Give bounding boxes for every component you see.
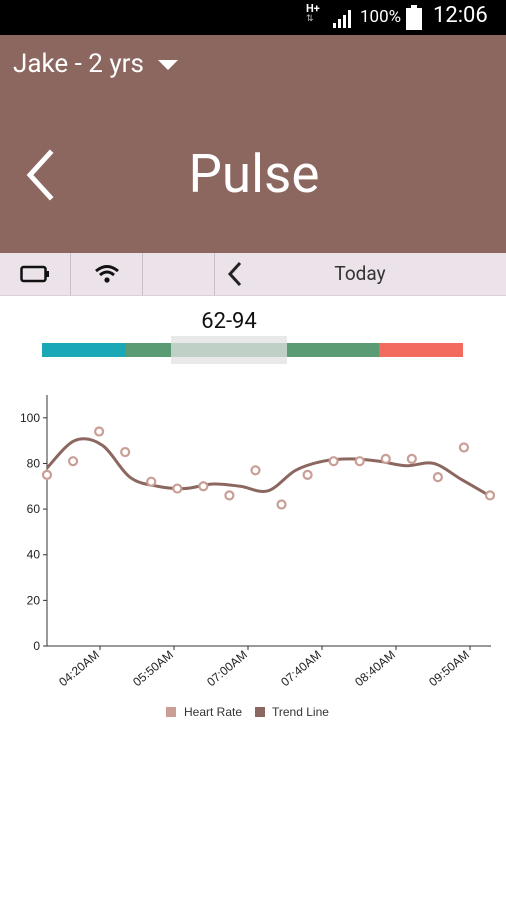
heart-rate-point bbox=[328, 456, 339, 467]
status-bar: H+ ⇅ 100% 12:06 bbox=[0, 0, 506, 35]
legend-label-trend-line: Trend Line bbox=[272, 705, 329, 719]
trend-line bbox=[45, 437, 490, 497]
y-tick-label: 60 bbox=[27, 502, 41, 516]
heart-rate-point bbox=[250, 465, 261, 476]
heart-rate-point bbox=[224, 490, 235, 501]
legend-label-heart-rate: Heart Rate bbox=[184, 705, 242, 719]
profile-selector[interactable]: Jake - 2 yrs bbox=[13, 49, 178, 79]
legend-swatch-trend-line bbox=[255, 707, 265, 717]
previous-day-icon[interactable] bbox=[225, 261, 247, 287]
heart-rate-point bbox=[198, 481, 209, 492]
back-arrow-icon[interactable] bbox=[24, 147, 64, 203]
profile-name: Jake - 2 yrs bbox=[13, 49, 144, 79]
heart-rate-point bbox=[276, 499, 287, 510]
heart-rate-point bbox=[172, 483, 183, 494]
heart-rate-point bbox=[302, 469, 313, 480]
heart-rate-point bbox=[406, 453, 417, 464]
x-tick-label: 07:40AM bbox=[278, 648, 324, 690]
heart-rate-point bbox=[354, 456, 365, 467]
page-title: Pulse bbox=[188, 143, 320, 205]
heart-rate-point bbox=[120, 446, 131, 458]
device-battery-icon bbox=[20, 265, 49, 283]
y-tick-label: 0 bbox=[33, 639, 40, 653]
app-header: Jake - 2 yrs Pulse bbox=[0, 35, 506, 253]
date-label[interactable]: Today bbox=[334, 262, 386, 285]
x-tick-label: 08:40AM bbox=[352, 648, 398, 690]
toolbar-empty-cell bbox=[143, 253, 215, 295]
y-tick-label: 20 bbox=[27, 593, 41, 607]
x-tick-label: 05:50AM bbox=[130, 648, 176, 690]
x-tick-label: 04:20AM bbox=[56, 648, 102, 690]
signal-icon bbox=[333, 10, 351, 28]
x-tick-label: 09:50AM bbox=[426, 648, 472, 690]
wifi-button[interactable] bbox=[71, 253, 143, 295]
heart-rate-point bbox=[458, 442, 470, 453]
clock: 12:06 bbox=[433, 3, 488, 28]
heart-rate-point bbox=[41, 469, 53, 480]
pulse-chart: 0 20 40 60 80 100 04:20AM 05:50AM 07:00AM 07:40AM… bbox=[20, 395, 496, 719]
y-tick-label: 80 bbox=[27, 456, 41, 470]
range-current-highlight bbox=[171, 336, 287, 364]
heart-rate-point bbox=[484, 490, 496, 501]
network-indicator: H+ ⇅ bbox=[306, 3, 320, 25]
heart-rate-point bbox=[380, 453, 391, 464]
dropdown-caret-icon bbox=[157, 60, 178, 70]
range-segment-low bbox=[42, 343, 126, 357]
y-tick-label: 100 bbox=[20, 411, 40, 425]
heart-rate-point bbox=[94, 426, 105, 437]
range-label: 62-94 bbox=[201, 309, 257, 334]
x-tick-label: 07:00AM bbox=[204, 648, 250, 690]
heart-rate-point bbox=[432, 472, 443, 483]
legend-swatch-heart-rate bbox=[166, 707, 176, 717]
network-type: H+ bbox=[306, 2, 320, 15]
heart-rate-point bbox=[67, 456, 79, 467]
data-activity-icon: ⇅ bbox=[306, 14, 314, 24]
heart-rate-point bbox=[146, 476, 157, 487]
battery-icon bbox=[406, 5, 422, 30]
battery-percent: 100% bbox=[360, 7, 402, 27]
wifi-icon bbox=[94, 265, 119, 283]
battery-button[interactable] bbox=[0, 253, 71, 295]
toolbar: Today bbox=[0, 253, 506, 296]
range-segment-high bbox=[379, 343, 463, 357]
y-tick-label: 40 bbox=[27, 548, 41, 562]
